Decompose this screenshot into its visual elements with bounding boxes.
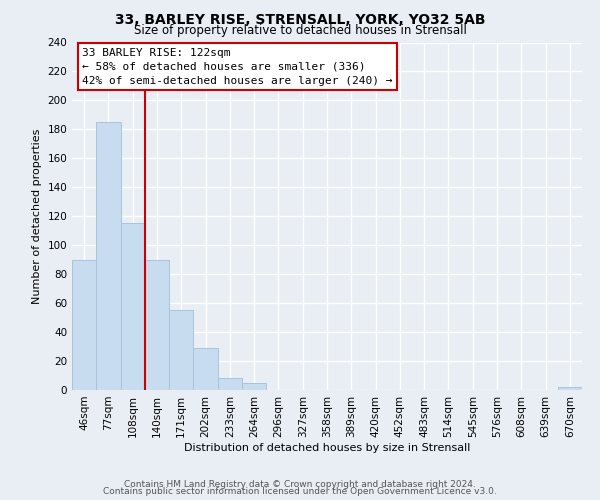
Text: Contains HM Land Registry data © Crown copyright and database right 2024.: Contains HM Land Registry data © Crown c… bbox=[124, 480, 476, 489]
Bar bbox=[169, 310, 193, 390]
Bar bbox=[72, 260, 96, 390]
Bar bbox=[145, 260, 169, 390]
Y-axis label: Number of detached properties: Number of detached properties bbox=[32, 128, 42, 304]
Bar bbox=[96, 122, 121, 390]
Text: 33 BARLEY RISE: 122sqm
← 58% of detached houses are smaller (336)
42% of semi-de: 33 BARLEY RISE: 122sqm ← 58% of detached… bbox=[82, 48, 392, 86]
Bar bbox=[218, 378, 242, 390]
Bar bbox=[558, 387, 582, 390]
Bar bbox=[121, 224, 145, 390]
Text: Size of property relative to detached houses in Strensall: Size of property relative to detached ho… bbox=[134, 24, 466, 37]
Text: Contains public sector information licensed under the Open Government Licence v3: Contains public sector information licen… bbox=[103, 488, 497, 496]
Bar bbox=[193, 348, 218, 390]
Text: 33, BARLEY RISE, STRENSALL, YORK, YO32 5AB: 33, BARLEY RISE, STRENSALL, YORK, YO32 5… bbox=[115, 12, 485, 26]
X-axis label: Distribution of detached houses by size in Strensall: Distribution of detached houses by size … bbox=[184, 442, 470, 452]
Bar bbox=[242, 383, 266, 390]
